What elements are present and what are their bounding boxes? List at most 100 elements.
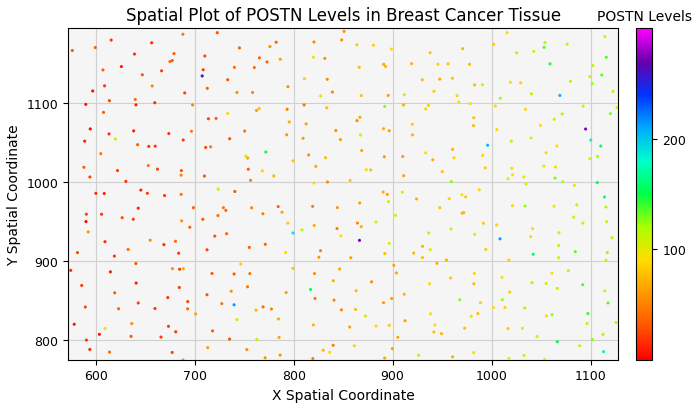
Point — [120, 179, 131, 185]
Point — [371, 219, 382, 226]
Point — [455, 297, 466, 303]
Point — [565, 79, 576, 85]
Point — [182, 299, 193, 305]
Point — [212, 187, 223, 193]
Point — [601, 219, 612, 225]
Point — [478, 220, 489, 227]
Point — [287, 230, 298, 237]
Point — [436, 330, 447, 337]
Point — [361, 167, 372, 174]
Point — [262, 60, 273, 66]
Point — [275, 57, 286, 63]
Point — [518, 174, 530, 181]
Point — [224, 336, 235, 342]
Point — [231, 317, 242, 323]
Point — [112, 168, 123, 174]
Point — [430, 322, 441, 328]
Point — [202, 344, 213, 351]
Point — [78, 164, 90, 171]
Point — [355, 93, 366, 100]
Point — [553, 243, 564, 249]
Point — [173, 250, 184, 257]
Point — [584, 156, 595, 162]
Point — [571, 202, 582, 209]
Point — [254, 56, 265, 62]
Point — [178, 357, 189, 364]
Point — [135, 362, 146, 369]
Point — [568, 214, 579, 221]
Point — [432, 62, 443, 68]
Point — [260, 241, 271, 248]
Point — [167, 58, 178, 65]
Point — [276, 209, 287, 216]
Point — [103, 131, 115, 138]
Point — [85, 174, 96, 181]
Point — [443, 196, 455, 202]
Point — [324, 349, 335, 356]
Point — [488, 304, 499, 311]
Point — [280, 249, 291, 256]
Point — [425, 50, 436, 57]
Point — [600, 257, 611, 264]
Point — [382, 192, 393, 198]
Point — [116, 64, 127, 71]
Point — [260, 149, 271, 156]
Point — [207, 328, 218, 335]
Point — [468, 281, 480, 288]
Point — [507, 203, 518, 209]
Point — [254, 106, 265, 112]
Point — [271, 40, 282, 47]
Point — [520, 107, 531, 113]
Point — [551, 143, 562, 150]
Point — [84, 346, 95, 353]
Point — [81, 102, 92, 108]
Point — [72, 250, 83, 256]
Point — [65, 267, 76, 274]
Point — [459, 325, 471, 332]
Point — [149, 306, 160, 312]
Point — [453, 99, 464, 106]
Point — [212, 213, 223, 219]
Point — [81, 219, 92, 225]
Point — [222, 111, 233, 117]
Point — [420, 106, 431, 113]
Point — [344, 324, 355, 330]
Point — [468, 349, 480, 356]
Point — [384, 128, 395, 135]
Point — [328, 278, 339, 284]
Point — [244, 271, 255, 277]
Point — [428, 329, 439, 335]
Point — [424, 281, 435, 287]
Point — [475, 300, 486, 306]
Point — [602, 300, 613, 306]
Point — [105, 38, 117, 44]
Point — [81, 211, 92, 218]
Point — [460, 194, 471, 201]
Point — [126, 321, 137, 327]
Point — [561, 42, 573, 48]
Point — [201, 247, 212, 254]
Point — [384, 322, 395, 329]
Point — [400, 318, 411, 324]
Point — [231, 90, 242, 97]
Point — [305, 287, 316, 293]
Point — [251, 307, 262, 314]
Point — [188, 205, 199, 211]
Point — [428, 89, 439, 95]
Point — [569, 182, 580, 189]
Point — [336, 38, 347, 44]
Point — [507, 172, 518, 179]
Point — [611, 319, 622, 326]
Point — [309, 271, 320, 277]
Point — [417, 77, 428, 84]
Point — [574, 343, 585, 349]
Point — [218, 205, 229, 211]
Point — [599, 288, 610, 294]
Point — [539, 40, 550, 47]
Point — [87, 88, 99, 95]
Point — [170, 238, 181, 245]
Point — [99, 83, 110, 90]
Point — [434, 205, 446, 211]
Point — [282, 107, 293, 113]
Point — [113, 306, 124, 312]
